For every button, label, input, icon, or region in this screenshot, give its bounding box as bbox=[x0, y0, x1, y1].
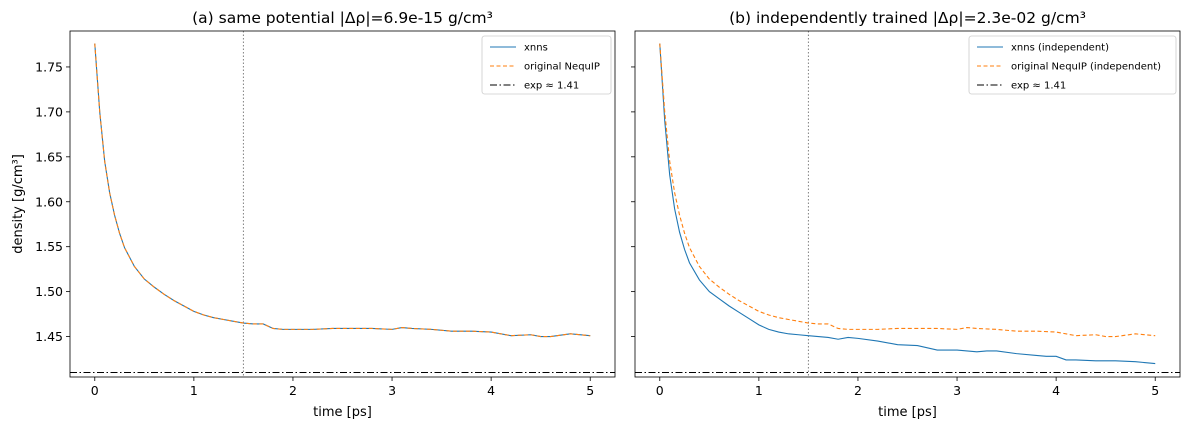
x-tick-label: 0 bbox=[91, 383, 99, 398]
plot-frame bbox=[634, 30, 1181, 378]
x-tick-label: 4 bbox=[487, 383, 495, 398]
plot-frame bbox=[69, 30, 616, 378]
plot-area bbox=[635, 31, 1180, 377]
series-line-1 bbox=[94, 43, 591, 338]
legend-label-1: original NequIP bbox=[524, 62, 600, 73]
series-line-1 bbox=[659, 43, 1156, 338]
y-tick-label: 1.55 bbox=[35, 239, 63, 254]
y-tick-label: 1.50 bbox=[35, 284, 63, 299]
series-line-0 bbox=[659, 43, 1156, 365]
x-tick-label: 3 bbox=[388, 383, 396, 398]
x-tick-label: 4 bbox=[1052, 383, 1060, 398]
y-tick-label: 1.45 bbox=[35, 329, 63, 344]
x-tick-label: 0 bbox=[656, 383, 664, 398]
x-tick-label: 2 bbox=[854, 383, 862, 398]
legend-label-1: original NequIP (independent) bbox=[1011, 62, 1161, 73]
y-tick-label: 1.75 bbox=[35, 59, 63, 74]
panel-b: 0 1 2 3 4 5 (b) independently trained |Δρ|=2.3… bbox=[631, 9, 1181, 420]
legend-label-2: exp ≈ 1.41 bbox=[1011, 81, 1066, 92]
x-tick-label: 5 bbox=[1151, 383, 1159, 398]
legend-label-0: xnns bbox=[524, 43, 548, 54]
x-tick-label: 1 bbox=[755, 383, 763, 398]
y-tick-label: 1.60 bbox=[35, 194, 63, 209]
chart-title: (b) independently trained |Δρ|=2.3e-02 g… bbox=[729, 9, 1086, 27]
legend-box bbox=[481, 35, 612, 95]
y-tick-label: 1.65 bbox=[35, 149, 63, 164]
y-axis-label: density [g/cm³] bbox=[11, 154, 26, 254]
x-tick-label: 2 bbox=[289, 383, 297, 398]
legend-label-2: exp ≈ 1.41 bbox=[524, 81, 579, 92]
panel-a: 0 1 2 3 4 5 1.45 1.50 1.55 1.60 1.65 1.70 1.75 (a) sa… bbox=[11, 9, 616, 420]
x-tick-label: 1 bbox=[190, 383, 198, 398]
x-axis-label: time [ps] bbox=[313, 405, 372, 420]
plot-area bbox=[70, 31, 615, 377]
legend-label-0: xnns (independent) bbox=[1011, 43, 1109, 54]
x-tick-label: 3 bbox=[953, 383, 961, 398]
chart-title: (a) same potential |Δρ|=6.9e-15 g/cm³ bbox=[192, 9, 493, 27]
x-axis-label: time [ps] bbox=[878, 405, 937, 420]
legend-box bbox=[968, 35, 1177, 95]
x-tick-label: 5 bbox=[586, 383, 594, 398]
y-tick-label: 1.70 bbox=[35, 104, 63, 119]
